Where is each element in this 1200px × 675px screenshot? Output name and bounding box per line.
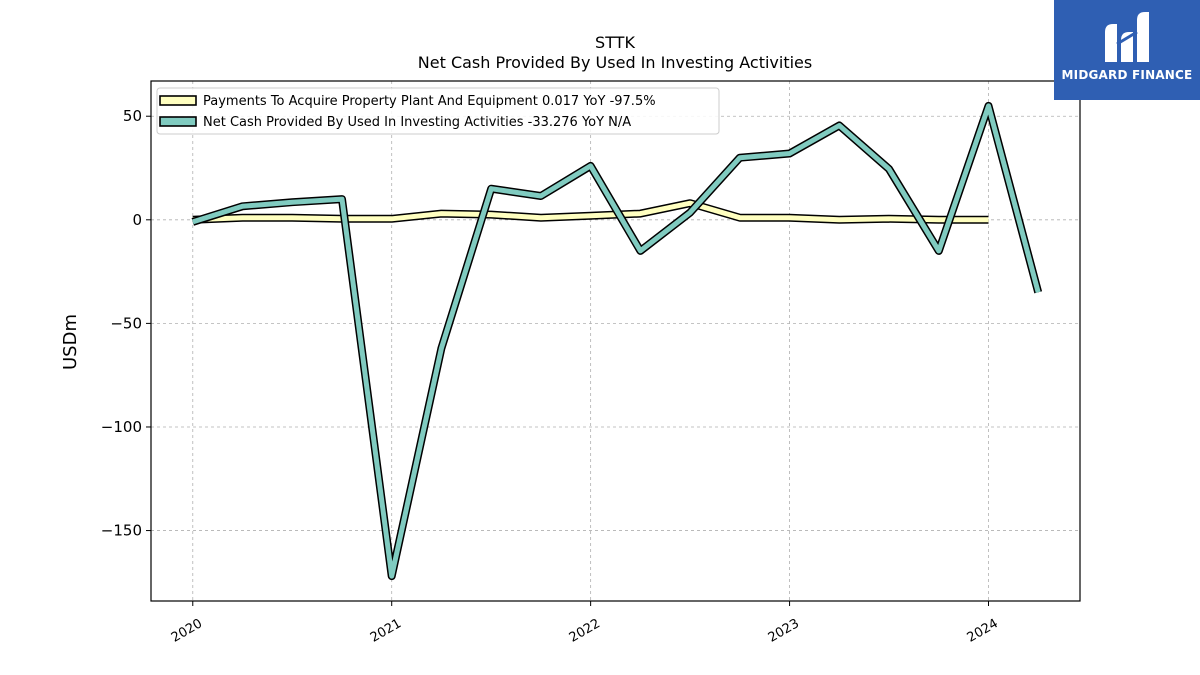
series-1-outline xyxy=(191,101,1043,581)
y-tick-label: 0 xyxy=(132,211,142,229)
y-axis-label: USDm xyxy=(60,314,81,370)
legend-label: Net Cash Provided By Used In Investing A… xyxy=(203,115,631,130)
series-layer xyxy=(191,101,1043,581)
series-1-line xyxy=(192,103,1041,579)
x-tick-label: 2023 xyxy=(766,616,802,646)
grid-lines xyxy=(151,81,1080,601)
brand-logo: MIDGARD FINANCE xyxy=(1054,0,1200,100)
chart-subtitle: Net Cash Provided By Used In Investing A… xyxy=(418,53,812,72)
legend: Payments To Acquire Property Plant And E… xyxy=(156,87,720,135)
plot-frame xyxy=(150,80,1081,602)
brand-logo-text: MIDGARD FINANCE xyxy=(1061,68,1193,82)
legend-box xyxy=(156,87,720,135)
y-tick-label: 50 xyxy=(123,107,142,125)
midgard-logo-mark-icon xyxy=(1105,12,1149,62)
legend-label: Payments To Acquire Property Plant And E… xyxy=(203,94,656,109)
legend-swatch xyxy=(159,116,197,127)
chart-title: STTK xyxy=(595,33,635,52)
y-tick-label: −150 xyxy=(101,522,142,540)
y-tick-label: −50 xyxy=(110,314,142,332)
x-tick-label: 2022 xyxy=(567,616,603,646)
x-tick-label: 2020 xyxy=(169,616,205,646)
x-tick-label: 2024 xyxy=(965,616,1001,646)
series-0-line xyxy=(192,200,989,223)
legend-swatch xyxy=(159,95,197,106)
y-tick-label: −100 xyxy=(101,418,142,436)
x-tick-label: 2021 xyxy=(368,616,404,646)
